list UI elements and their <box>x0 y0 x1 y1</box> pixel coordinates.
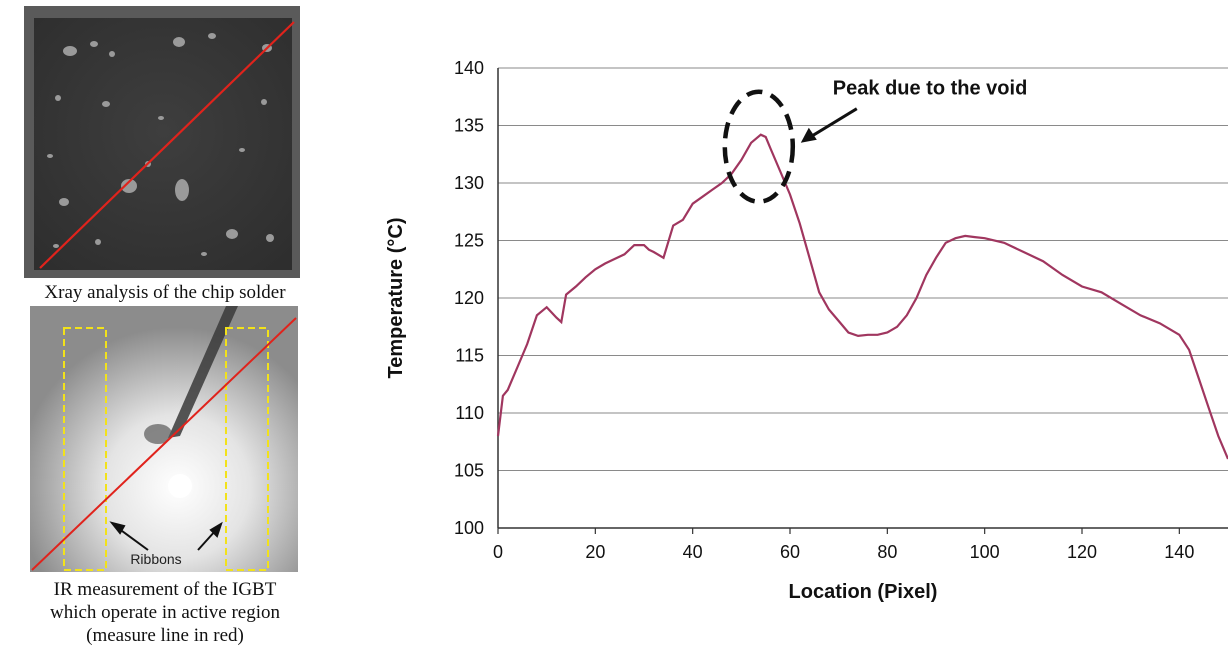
x-tick-labels: 0 20 40 60 80 100 120 140 <box>493 528 1194 562</box>
y-tick-label: 105 <box>454 461 484 481</box>
ribbons-label: Ribbons <box>130 551 181 567</box>
y-tick-label: 140 <box>454 58 484 78</box>
xray-image <box>24 6 300 278</box>
xray-measure-line <box>39 21 295 269</box>
y-tick-label: 110 <box>455 403 484 423</box>
x-tick-label: 100 <box>970 542 1000 562</box>
x-tick-label: 80 <box>877 542 897 562</box>
ir-caption-line-3: (measure line in red) <box>86 625 244 646</box>
ir-measure-line <box>31 317 297 571</box>
y-tick-label: 120 <box>454 288 484 308</box>
x-tick-label: 60 <box>780 542 800 562</box>
y-tick-label: 130 <box>454 173 484 193</box>
x-tick-label: 140 <box>1164 542 1194 562</box>
ribbon-arrows <box>109 521 223 551</box>
x-tick-label: 20 <box>585 542 605 562</box>
y-axis-label: Temperature (°C) <box>385 218 407 379</box>
xray-caption: Xray analysis of the chip solder <box>44 282 286 303</box>
x-tick-label: 120 <box>1067 542 1097 562</box>
peak-highlight-ellipse <box>722 89 796 204</box>
y-tick-labels: 100 105 110 115 120 125 130 135 140 <box>454 58 484 538</box>
temperature-series-line <box>496 133 1228 460</box>
y-tick-label: 135 <box>454 116 484 136</box>
y-tick-label: 115 <box>455 346 484 366</box>
x-tick-label: 40 <box>683 542 703 562</box>
temperature-chart: 100 105 110 115 120 125 130 135 140 0 20 40 60 80 100… <box>385 58 1228 603</box>
ir-image: Ribbons <box>30 306 298 572</box>
y-tick-label: 125 <box>454 231 484 251</box>
ribbon-outline-right <box>225 327 269 571</box>
ir-caption-line-1: IR measurement of the IGBT <box>53 579 277 600</box>
grid-lines <box>498 67 1228 529</box>
ir-caption: IR measurement of the IGBT which operate… <box>0 578 330 647</box>
x-tick-label: 0 <box>493 542 503 562</box>
ribbon-outline-left <box>63 327 107 571</box>
y-tick-label: 100 <box>454 518 484 538</box>
ir-caption-line-2: which operate in active region <box>49 602 280 623</box>
peak-annotation: Peak due to the void <box>833 78 1027 100</box>
x-axis-label: Location (Pixel) <box>789 581 938 603</box>
annotation-arrow <box>800 107 858 143</box>
